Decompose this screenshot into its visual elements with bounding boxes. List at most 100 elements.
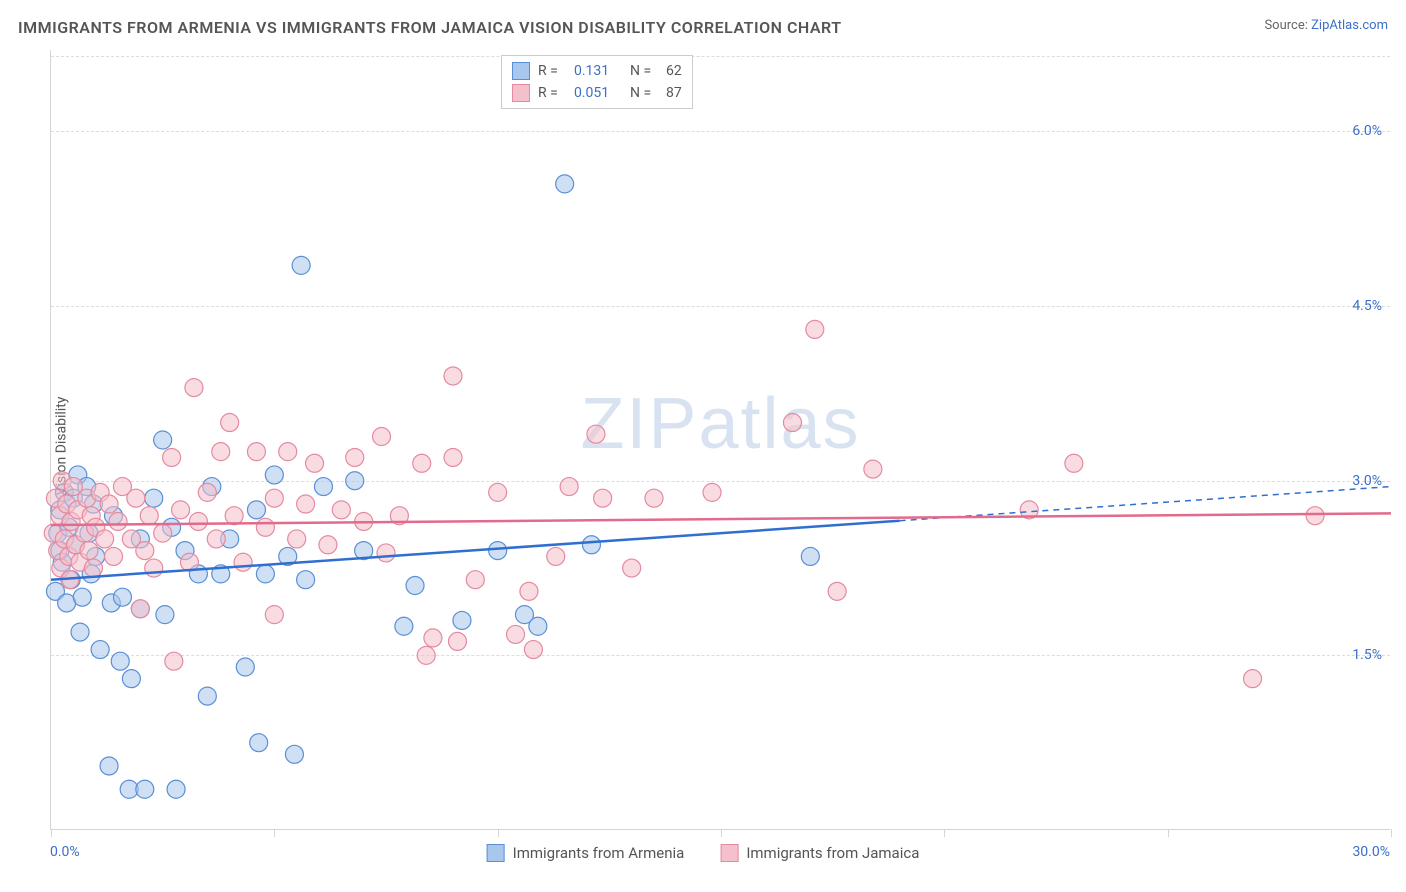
r-value: 0.131 [574,63,622,79]
data-point [154,524,172,542]
data-point [560,478,578,496]
x-tick [1391,829,1392,837]
data-point [806,320,824,338]
data-point [466,571,484,589]
data-point [100,757,118,775]
data-point [444,448,462,466]
data-point [346,448,364,466]
r-label: R = [538,63,566,79]
data-point [314,478,332,496]
data-point [96,530,114,548]
data-point [84,559,102,577]
data-point [703,483,721,501]
data-point [212,443,230,461]
data-point [225,507,243,525]
source-label: Source: [1264,18,1307,33]
data-point [136,542,154,560]
data-point [105,547,123,565]
legend-label: Immigrants from Armenia [513,844,685,862]
data-point [547,547,565,565]
data-point [489,483,507,501]
data-point [828,582,846,600]
n-value: 62 [666,63,682,79]
data-point [864,460,882,478]
data-point [247,443,265,461]
data-point [265,466,283,484]
data-point [1244,670,1262,688]
data-point [520,582,538,600]
n-label: N = [630,63,658,79]
data-point [265,489,283,507]
data-point [582,536,600,554]
legend-swatch [512,62,530,80]
legend-label: Immigrants from Jamaica [746,844,919,862]
data-point [1065,454,1083,472]
data-point [140,507,158,525]
data-point [265,606,283,624]
legend-swatch [487,844,505,862]
legend-item-armenia: Immigrants from Armenia [487,844,685,862]
data-point [448,632,466,650]
chart-title: IMMIGRANTS FROM ARMENIA VS IMMIGRANTS FR… [18,18,842,37]
data-point [73,588,91,606]
data-point [346,472,364,490]
plot-area: ZIPatlas R =0.131N =62R =0.051N =87 1.5%… [50,50,1390,830]
data-point [189,512,207,530]
data-point [288,530,306,548]
data-point [587,425,605,443]
data-point [292,256,310,274]
data-point [256,518,274,536]
legend-row: R =0.051N =87 [512,82,682,104]
data-point [80,542,98,560]
data-point [131,600,149,618]
data-point [319,536,337,554]
data-point [373,428,391,446]
data-point [453,611,471,629]
data-point [198,687,216,705]
x-tick [498,829,499,837]
data-point [172,501,190,519]
legend-swatch [720,844,738,862]
data-point [529,617,547,635]
data-point [221,414,239,432]
data-point [424,629,442,647]
x-tick [721,829,722,837]
scatter-plot [51,50,1390,829]
data-point [332,501,350,519]
x-tick [274,829,275,837]
n-value: 87 [666,85,682,101]
data-point [156,606,174,624]
data-point [594,489,612,507]
data-point [250,734,268,752]
data-point [489,542,507,560]
legend-item-jamaica: Immigrants from Jamaica [720,844,919,862]
data-point [444,367,462,385]
source-attribution: Source: ZipAtlas.com [1264,18,1388,33]
data-point [306,454,324,472]
data-point [524,641,542,659]
series-legend: Immigrants from Armenia Immigrants from … [487,844,920,862]
legend-swatch [512,84,530,102]
data-point [113,588,131,606]
data-point [185,379,203,397]
data-point [100,495,118,513]
data-point [783,414,801,432]
data-point [165,652,183,670]
r-label: R = [538,85,566,101]
data-point [279,443,297,461]
x-tick [1168,829,1169,837]
data-point [377,544,395,562]
data-point [154,431,172,449]
source-link[interactable]: ZipAtlas.com [1311,18,1388,33]
data-point [413,454,431,472]
data-point [507,625,525,643]
data-point [234,553,252,571]
correlation-legend: R = 0.131 N = 62 R =0.051N =87 [501,55,693,109]
data-point [406,577,424,595]
y-tick-label: 1.5% [1352,647,1382,663]
data-point [256,565,274,583]
y-tick-label: 6.0% [1352,123,1382,139]
data-point [198,483,216,501]
data-point [556,175,574,193]
data-point [127,489,145,507]
